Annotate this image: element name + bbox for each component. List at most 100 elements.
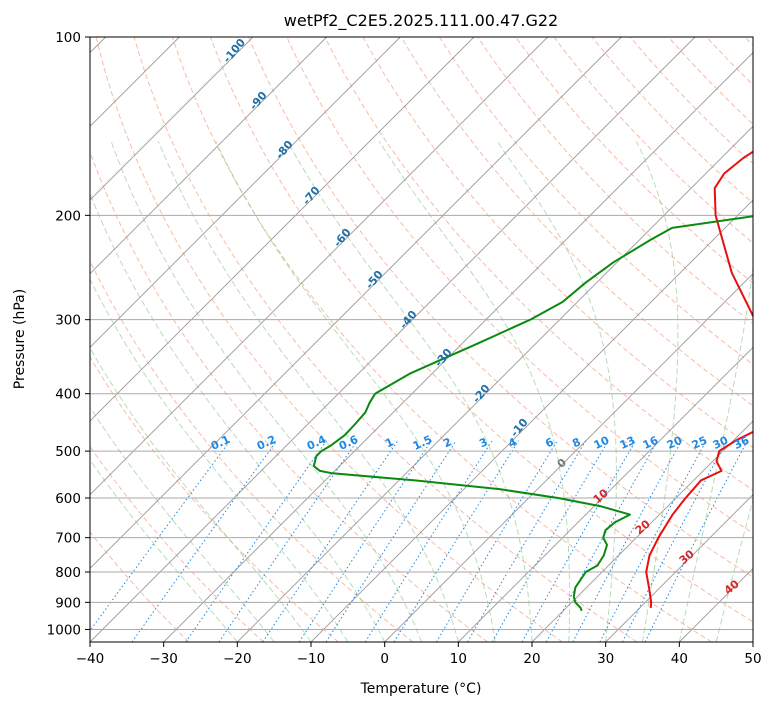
isotherm-line bbox=[90, 37, 548, 496]
dry-adiabat-line bbox=[90, 356, 339, 642]
moist-adiabat-line bbox=[215, 141, 496, 642]
mixing-ratio-label: 30 bbox=[711, 434, 731, 452]
line-labels: -100-90-80-70-60-50-40-30-20-100.1 0.2 0.4… bbox=[209, 36, 752, 597]
dry-adiabat-line bbox=[95, 37, 563, 642]
moist-adiabat-line bbox=[157, 141, 459, 642]
chart-title: wetPf2_C2E5.2025.111.00.47.G22 bbox=[284, 11, 558, 31]
dry-adiabat-line bbox=[706, 37, 753, 86]
x-tick-label: −20 bbox=[223, 651, 252, 667]
moist-adiabat-label: 10 bbox=[591, 486, 611, 506]
y-tick-label: 800 bbox=[55, 565, 81, 581]
mixing-ratio-line bbox=[298, 440, 432, 642]
isotherm-line bbox=[679, 567, 753, 642]
x-tick-label: 10 bbox=[450, 651, 467, 667]
y-tick-label: 300 bbox=[55, 313, 81, 329]
dry-adiabat-line bbox=[171, 37, 712, 642]
dry-adiabat-line bbox=[90, 259, 414, 642]
moist-adiabat-line bbox=[90, 192, 386, 642]
moist-adiabat-label: 20 bbox=[633, 517, 653, 537]
mixing-ratio-line bbox=[644, 440, 748, 642]
y-tick-label: 600 bbox=[55, 491, 81, 507]
isotherm-line bbox=[237, 125, 753, 642]
axes: −40 −30 −20 −10 0 10 20 30 40 5010009008007006005… bbox=[47, 30, 762, 667]
mixing-ratio-line bbox=[262, 440, 399, 642]
mixing-ratio-label: 0.2 bbox=[255, 433, 278, 453]
mixing-ratio-line bbox=[185, 440, 328, 642]
y-tick-label: 900 bbox=[55, 595, 81, 611]
dry-adiabat-line bbox=[400, 37, 753, 407]
x-tick-label: −30 bbox=[149, 651, 178, 667]
isotherm-line bbox=[90, 37, 622, 569]
isotherm-line bbox=[163, 52, 753, 642]
isotherm-line bbox=[531, 420, 753, 642]
mixing-ratio-label: 1 bbox=[383, 435, 395, 450]
mixing-ratio-line bbox=[364, 440, 493, 642]
dry-adiabat-label: -50 bbox=[363, 268, 386, 292]
dry-adiabat-label: -20 bbox=[470, 382, 493, 406]
mixing-ratio-label: 36 bbox=[732, 434, 752, 452]
isotherm-line bbox=[90, 37, 475, 422]
moist-adiabat-label: 30 bbox=[677, 547, 697, 567]
temperature-profile bbox=[645, 150, 753, 609]
y-tick-label: 1000 bbox=[47, 622, 81, 638]
moist-adiabat-label: 40 bbox=[722, 577, 742, 597]
dewpoint-profile bbox=[312, 215, 753, 612]
mixing-ratio-line bbox=[393, 440, 520, 642]
isotherm-line bbox=[90, 37, 327, 275]
isotherm-line bbox=[458, 346, 753, 642]
plot-frame bbox=[89, 36, 754, 643]
profiles bbox=[312, 150, 753, 612]
x-axis-label: Temperature (°C) bbox=[360, 681, 482, 697]
isotherm-line bbox=[310, 199, 753, 642]
dry-adiabat-line bbox=[90, 445, 264, 642]
x-tick-label: −40 bbox=[76, 651, 105, 667]
isotherm-line bbox=[605, 494, 753, 642]
x-tick-label: 20 bbox=[523, 651, 540, 667]
mixing-ratio-label: 1.5 bbox=[411, 433, 434, 453]
mixing-ratio-line bbox=[435, 440, 558, 642]
x-tick-label: 0 bbox=[380, 651, 389, 667]
isotherm-line bbox=[90, 37, 254, 201]
mixing-ratio-line bbox=[90, 440, 231, 632]
mixing-ratio-line bbox=[218, 440, 358, 642]
y-tick-label: 500 bbox=[55, 444, 81, 460]
isotherm-line bbox=[384, 273, 753, 642]
moist-adiabat-line bbox=[90, 347, 312, 642]
mixing-ratio-line bbox=[131, 440, 278, 642]
y-tick-label: 700 bbox=[55, 531, 81, 547]
dry-adiabat-line bbox=[324, 37, 753, 491]
x-tick-label: 50 bbox=[744, 651, 761, 667]
y-axis-label: Pressure (hPa) bbox=[12, 289, 28, 389]
dry-adiabat-label: -70 bbox=[300, 184, 323, 208]
y-tick-label: 100 bbox=[55, 30, 81, 46]
dry-adiabat-label: -60 bbox=[331, 226, 354, 250]
isotherm-line bbox=[752, 641, 753, 642]
mixing-ratio-line bbox=[545, 440, 659, 642]
mixing-ratio-line bbox=[521, 440, 637, 642]
dry-adiabat-label: -90 bbox=[247, 89, 270, 113]
mixing-ratio-line bbox=[325, 440, 457, 642]
dry-adiabat-label: -40 bbox=[397, 308, 420, 332]
dry-adiabat-line bbox=[133, 37, 638, 642]
dry-adiabat-line bbox=[90, 150, 488, 642]
dry-adiabat-line bbox=[90, 531, 190, 642]
moist-adiabat-label: 0 bbox=[555, 456, 569, 471]
x-tick-label: 30 bbox=[597, 651, 614, 667]
mixing-ratio-line bbox=[491, 440, 609, 642]
mixing-ratio-label: 20 bbox=[665, 434, 685, 452]
mixing-ratio-label: 25 bbox=[690, 434, 709, 452]
isotherm-line bbox=[90, 37, 696, 642]
mixing-ratio-label: 13 bbox=[618, 434, 637, 452]
dry-adiabat-line bbox=[744, 37, 753, 47]
y-tick-label: 200 bbox=[55, 208, 81, 224]
x-tick-label: −10 bbox=[297, 651, 326, 667]
mixing-ratio-line bbox=[621, 440, 728, 642]
mixing-ratio-line bbox=[572, 440, 683, 642]
dry-adiabat-line bbox=[210, 37, 753, 623]
mixing-ratio-label: 0.6 bbox=[337, 433, 360, 453]
dry-adiabat-line bbox=[515, 37, 753, 284]
dry-adiabat-line bbox=[248, 37, 753, 578]
isotherm-line bbox=[90, 37, 401, 348]
